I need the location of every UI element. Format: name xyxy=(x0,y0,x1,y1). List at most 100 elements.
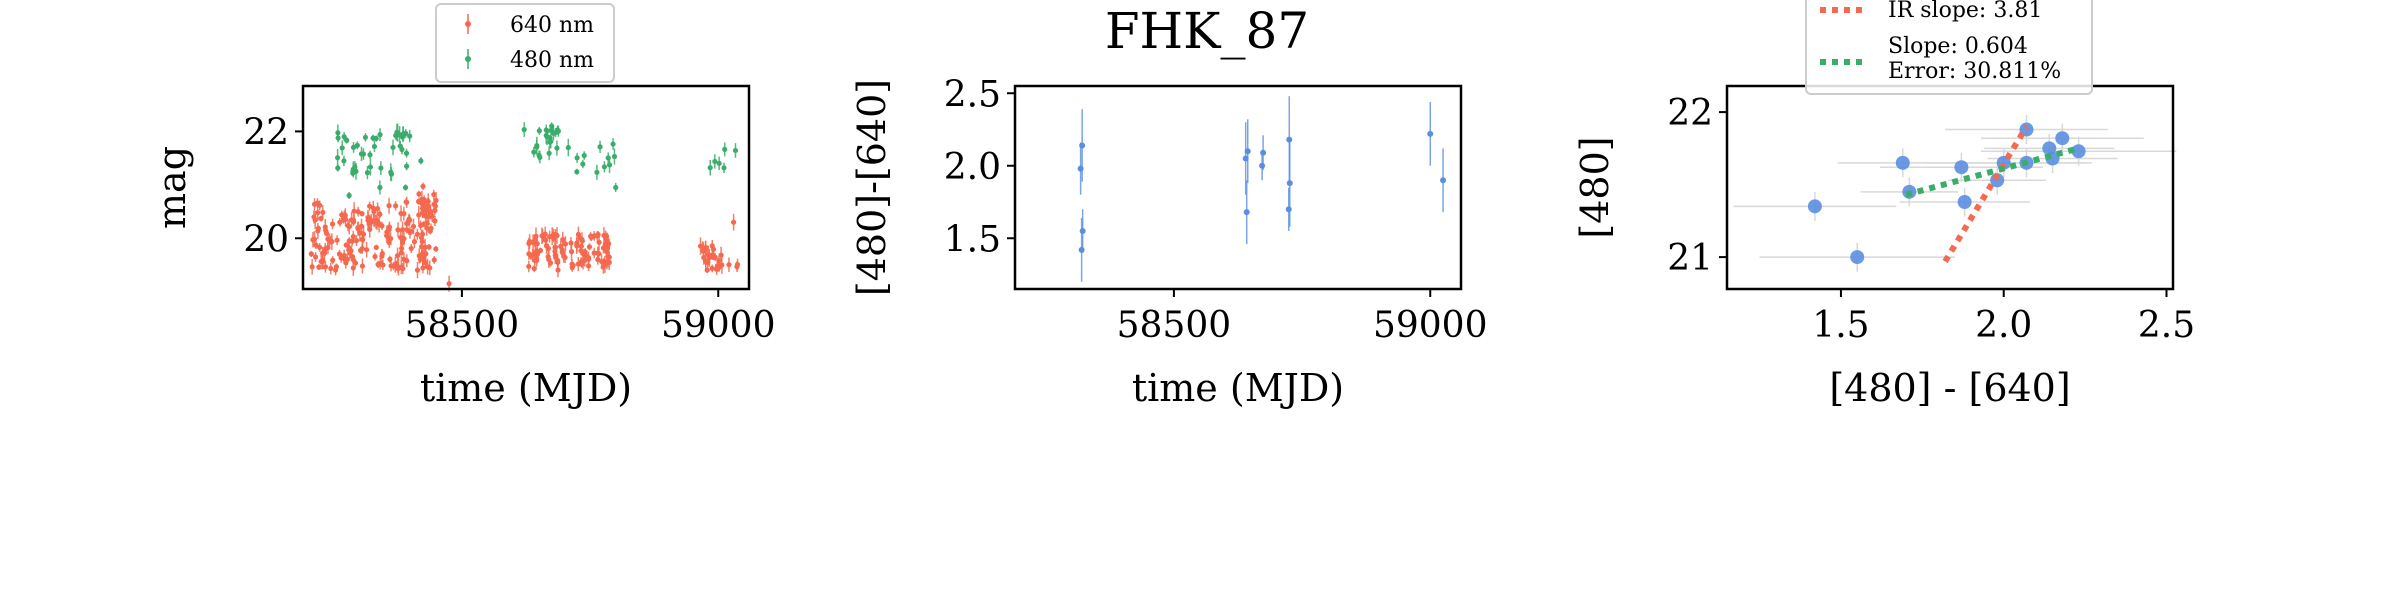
data-point xyxy=(425,264,431,270)
data-point xyxy=(318,215,324,222)
data-point xyxy=(427,211,434,217)
data-point xyxy=(414,267,421,273)
data-point xyxy=(394,129,400,135)
data-point xyxy=(339,212,345,218)
y-tick-label: 2.0 xyxy=(944,147,1001,188)
data-point xyxy=(418,222,424,229)
data-point xyxy=(712,158,718,165)
data-point xyxy=(591,250,597,256)
data-point xyxy=(1079,228,1086,234)
data-point xyxy=(366,221,372,227)
data-point xyxy=(335,130,341,136)
data-point xyxy=(395,227,401,233)
data-point xyxy=(548,138,554,145)
data-point xyxy=(335,155,341,161)
data-point xyxy=(312,217,318,223)
legend-entry: Slope: 0.604 xyxy=(1888,34,2028,59)
data-point xyxy=(422,260,428,266)
data-point xyxy=(344,137,350,143)
data-point xyxy=(341,158,347,164)
data-point xyxy=(371,143,378,150)
y-axis-label: mag xyxy=(150,146,194,229)
data-point xyxy=(446,281,452,287)
data-point xyxy=(426,244,432,250)
data-point xyxy=(533,248,540,254)
data-point xyxy=(431,257,437,263)
data-point xyxy=(379,253,385,259)
data-point xyxy=(355,225,361,231)
x-tick-label: 1.5 xyxy=(1812,305,1869,346)
data-point xyxy=(543,132,549,139)
data-point xyxy=(351,208,357,214)
data-point xyxy=(386,224,393,230)
data-point xyxy=(415,198,422,205)
data-point xyxy=(581,152,587,159)
data-point xyxy=(602,261,608,268)
data-point xyxy=(1286,136,1293,143)
data-point xyxy=(721,165,727,171)
data-point xyxy=(582,257,588,264)
legend-marker xyxy=(465,56,471,62)
data-point xyxy=(718,252,724,258)
data-point xyxy=(1285,206,1292,213)
data-point xyxy=(547,260,554,266)
data-point xyxy=(1440,177,1447,184)
data-point xyxy=(350,256,356,263)
data-point xyxy=(320,250,326,256)
data-point xyxy=(701,254,707,261)
data-point xyxy=(388,171,395,177)
data-point xyxy=(419,231,426,237)
data-point xyxy=(328,265,334,272)
data-point xyxy=(596,239,602,245)
data-point xyxy=(411,239,418,245)
data-point xyxy=(2071,144,2086,159)
data-point xyxy=(554,232,560,239)
data-point xyxy=(360,236,366,243)
data-point xyxy=(594,233,600,239)
series-red xyxy=(308,182,741,292)
data-point xyxy=(1957,195,1972,209)
data-point xyxy=(364,247,370,253)
data-point xyxy=(407,133,413,139)
data-point xyxy=(416,212,422,218)
data-point xyxy=(526,251,532,257)
axes-frame xyxy=(301,84,751,291)
data-point xyxy=(401,211,407,217)
data-point xyxy=(341,252,347,259)
data-point xyxy=(355,209,361,215)
data-point xyxy=(722,146,728,153)
data-point xyxy=(580,161,586,167)
data-point xyxy=(371,208,377,215)
data-point xyxy=(370,135,376,141)
data-point xyxy=(601,164,608,170)
data-point xyxy=(527,238,533,245)
data-point xyxy=(343,242,349,248)
y-tick-label: 20 xyxy=(243,219,289,260)
panel-2: 58500 59000 1.5 2.0 2.5 time (MJD) [480]-[640] xyxy=(850,74,1488,410)
data-point xyxy=(546,150,552,156)
y-tick-label: 21 xyxy=(1667,238,1713,279)
data-point xyxy=(335,135,341,141)
x-tick-label: 2.5 xyxy=(2138,305,2195,346)
legend-entry: IR slope: 3.81 xyxy=(1888,0,2042,23)
data-point xyxy=(433,197,439,204)
data-point xyxy=(362,134,369,141)
data-point xyxy=(352,164,358,170)
data-point xyxy=(533,257,540,264)
data-point xyxy=(320,209,326,215)
data-point xyxy=(417,256,423,262)
data-point xyxy=(1259,162,1266,169)
data-point xyxy=(597,144,603,150)
data-point xyxy=(334,237,340,243)
data-point xyxy=(315,225,321,231)
data-point xyxy=(734,261,741,268)
y-tick-label: 1.5 xyxy=(944,219,1001,260)
data-point xyxy=(414,231,421,237)
data-point xyxy=(377,184,383,191)
data-point xyxy=(1079,142,1086,149)
data-point xyxy=(574,243,580,249)
data-point xyxy=(709,265,715,272)
data-point xyxy=(418,158,424,164)
data-point xyxy=(322,264,329,270)
